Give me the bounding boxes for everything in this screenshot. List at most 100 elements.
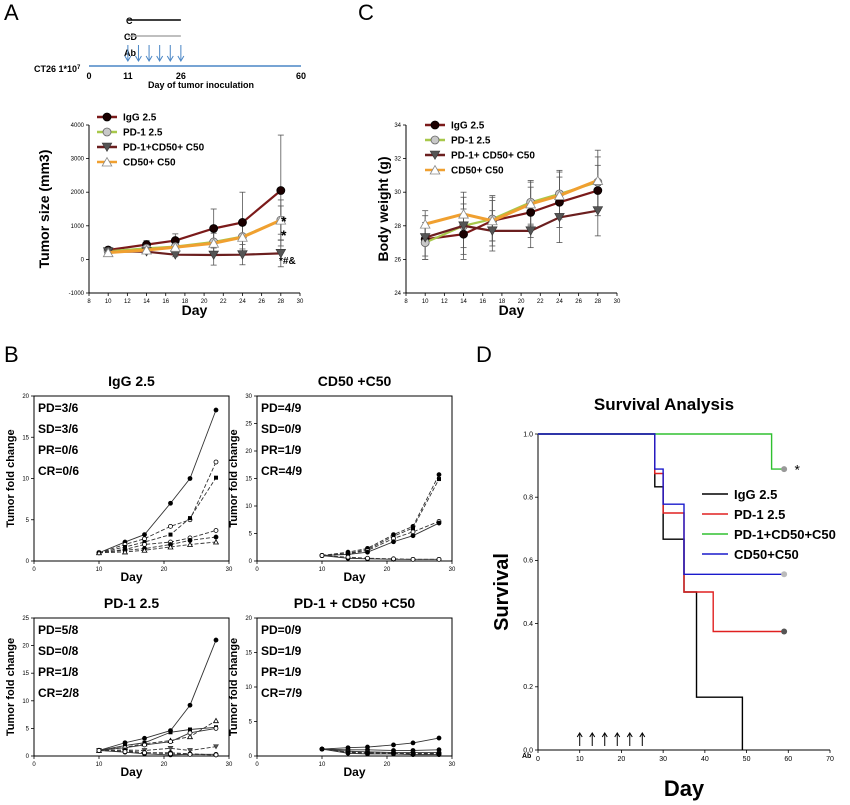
- plot-frame: [33, 395, 230, 562]
- subplot-title: PD-1 + CD50 +C50: [294, 595, 416, 611]
- plot-frame: [33, 617, 230, 757]
- censor-marker: [781, 628, 788, 635]
- ab-arrow-head: [639, 732, 646, 738]
- x-tick-label: 20: [518, 299, 525, 305]
- legend-swatch-marker: [430, 120, 440, 130]
- mouse-6-point: [365, 751, 370, 757]
- y-tick-label: 0: [26, 754, 30, 760]
- subplot-title: PD-1 2.5: [104, 595, 159, 611]
- x-tick-label: 10: [576, 756, 584, 763]
- y-tick-label: 20: [245, 449, 252, 455]
- y-tick-label: 15: [245, 477, 252, 483]
- response-stat: PD=5/8: [38, 623, 79, 637]
- x-tick-label: 20: [201, 299, 208, 305]
- series-line-1: [425, 189, 599, 241]
- mouse-1-point: [213, 407, 219, 413]
- mouse-3-point: [123, 544, 127, 549]
- x-axis-title: Day: [664, 776, 705, 801]
- series-4-point: [102, 247, 114, 258]
- series-3-point: [275, 249, 287, 259]
- x-tick-label: 0: [255, 567, 259, 573]
- mouse-line-6: [321, 748, 439, 756]
- mouse-3-point: [188, 727, 192, 732]
- panel-letter-d: D: [476, 342, 492, 367]
- mouse-6-point: [365, 555, 370, 561]
- mouse-line-5: [321, 555, 439, 560]
- mouse-line-1: [98, 409, 217, 554]
- x-tick-label: 30: [449, 762, 456, 768]
- fold-change-combo-chart: 0 10 20 30 0 5 10 15 20 Day Tumor fold change PD-1 …: [228, 595, 456, 779]
- mouse-2-point: [186, 733, 194, 740]
- x-tick-label: 26: [258, 299, 265, 305]
- series-4-point: [275, 214, 287, 225]
- mouse-2-point: [437, 477, 441, 482]
- schedule-line-label-text: CT26 1*10: [34, 64, 77, 74]
- mouse-8-point: [213, 752, 219, 758]
- x-tick-label: 20: [384, 762, 391, 768]
- y-axis-title: Tumor size (mm3): [36, 150, 52, 269]
- x-tick-label: 20: [384, 567, 391, 573]
- mouse-1-point: [213, 637, 219, 643]
- y-tick-label: 5: [26, 518, 30, 524]
- mouse-4-point: [391, 539, 396, 545]
- x-tick-label: 20: [161, 567, 168, 573]
- mouse-6-point: [391, 556, 396, 562]
- legend-entry: PD-1 2.5: [123, 128, 163, 139]
- legend-entry: IgG 2.5: [123, 113, 157, 124]
- x-tick-label: 70: [826, 756, 834, 763]
- y-tick-label: 0.8: [523, 495, 533, 502]
- y-tick-label: 20: [22, 644, 29, 650]
- legend-entry: PD-1 2.5: [451, 136, 491, 147]
- mouse-4-point: [187, 730, 193, 736]
- response-stat: PR=1/8: [38, 665, 79, 679]
- mouse-6-point: [345, 554, 351, 560]
- subplot-title: CD50 +C50: [318, 373, 392, 389]
- x-tick-label: 10: [105, 299, 112, 305]
- mouse-1-point: [436, 472, 442, 478]
- x-tick-label: 30: [297, 299, 304, 305]
- survival-title: Survival Analysis: [594, 395, 734, 414]
- significance-marker: *: [795, 461, 801, 477]
- y-tick-label: 20: [245, 616, 252, 622]
- series-4-point: [486, 215, 498, 226]
- x-tick-label: 10: [319, 567, 326, 573]
- y-tick-label: 0: [81, 257, 85, 263]
- x-tick-label: 14: [143, 299, 150, 305]
- y-tick-label: 15: [22, 435, 29, 441]
- ab-arrow-head: [614, 732, 621, 738]
- legend-entry: PD-1+CD50+C50: [734, 527, 836, 542]
- schedule-ab-arrow-head: [166, 55, 174, 62]
- x-tick-label: 24: [239, 299, 246, 305]
- series-4-point: [525, 198, 537, 209]
- mouse-8-point: [122, 749, 128, 754]
- series-1-point: [209, 224, 219, 233]
- response-stat: SD=1/9: [261, 644, 302, 658]
- schedule-ab-arrow-head: [156, 55, 164, 62]
- series-1-point: [238, 218, 247, 227]
- mouse-line-3: [98, 726, 217, 751]
- mouse-6-point: [167, 543, 174, 550]
- mouse-line-2: [98, 461, 217, 554]
- panel-letter-c: C: [358, 0, 374, 25]
- body-weight-chart: 8 10 12 14 16 18 20 22 24 26 28 30 24 26 28 30 32 34 Day Bo…: [375, 121, 621, 319]
- y-tick-label: 1.0: [523, 431, 533, 438]
- series-4-point: [419, 218, 431, 229]
- ab-arrow-head: [589, 732, 596, 738]
- mouse-6-point: [410, 752, 416, 758]
- legend-entry: PD-1+ CD50+ C50: [451, 151, 535, 162]
- y-tick-label: 10: [245, 685, 252, 691]
- y-axis-title: Tumor fold change: [5, 429, 17, 527]
- y-tick-label: 20: [22, 394, 29, 400]
- x-tick-label: 20: [618, 756, 626, 763]
- y-tick-label: 1000: [71, 224, 85, 230]
- schedule-ab-arrow-head: [145, 55, 153, 62]
- ab-arrow-head: [576, 732, 583, 738]
- mouse-4-point: [142, 542, 147, 547]
- response-stat: PD=3/6: [38, 401, 79, 415]
- y-axis-title: Tumor fold change: [228, 638, 240, 736]
- mouse-line-3: [321, 748, 439, 753]
- x-tick-label: 22: [220, 299, 227, 305]
- mouse-1-point: [142, 532, 147, 537]
- series-3-point: [592, 206, 604, 216]
